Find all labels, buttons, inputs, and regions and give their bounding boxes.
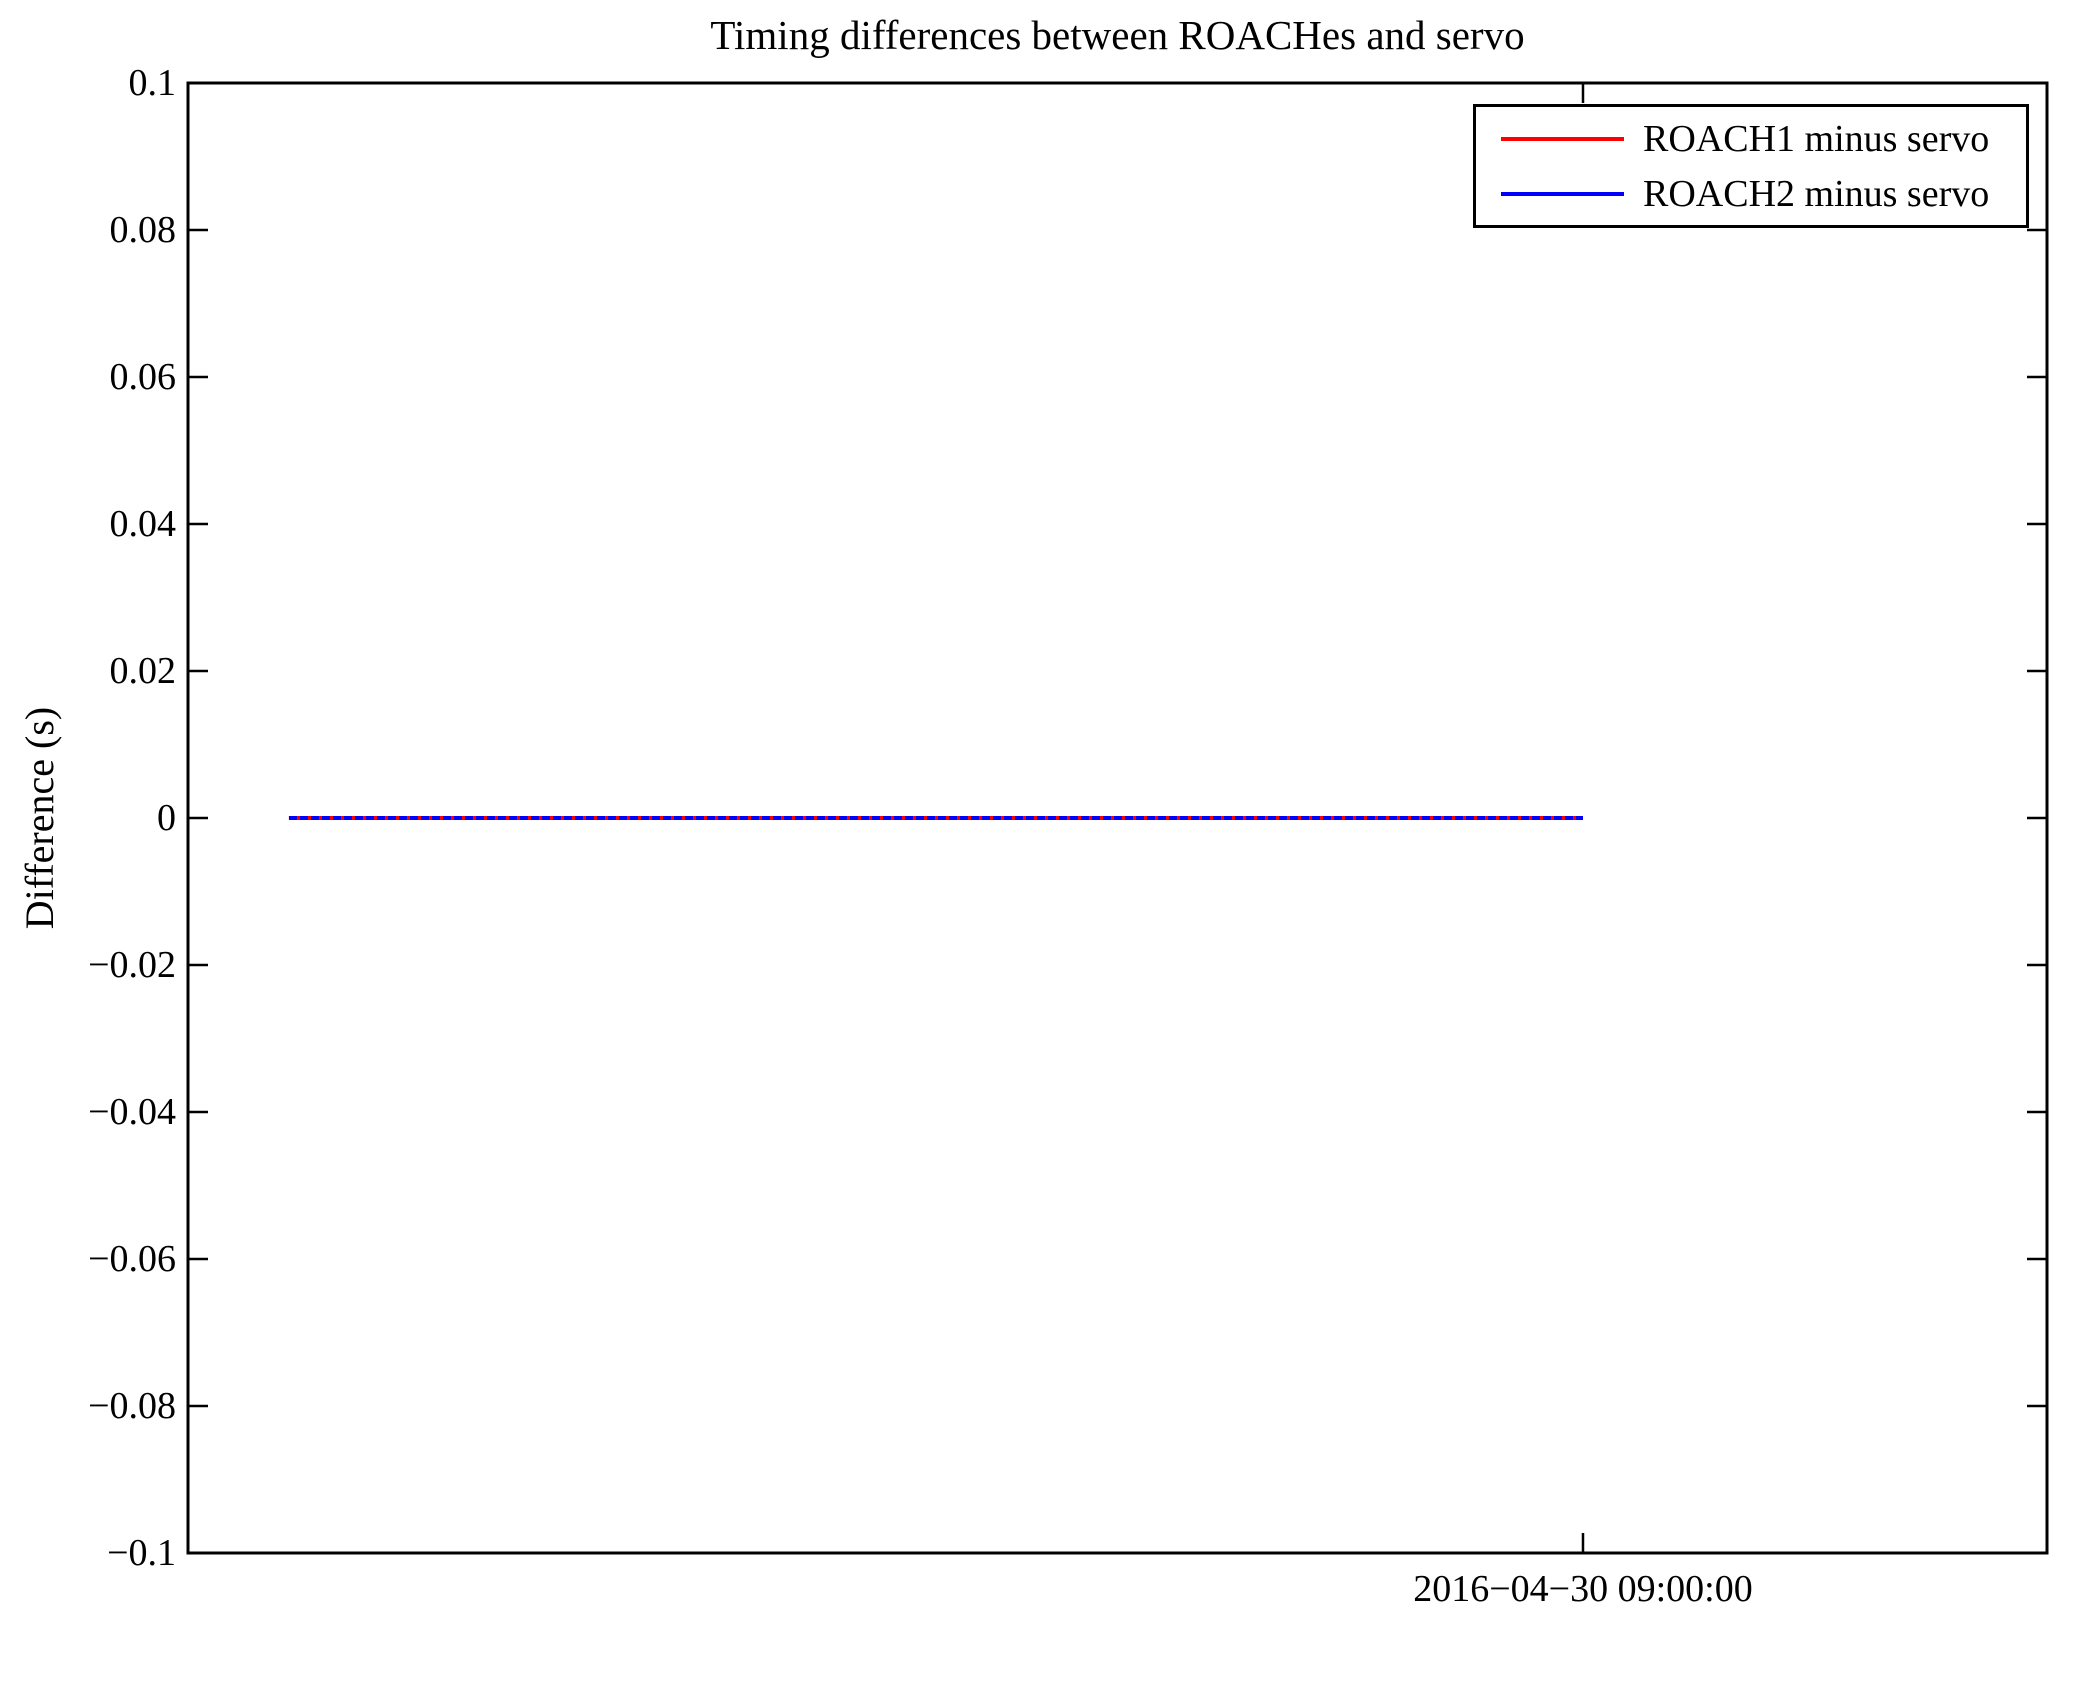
y-tick-label: −0.02 bbox=[88, 944, 176, 986]
y-tick-label: 0 bbox=[157, 797, 176, 839]
y-tick-label: 0.04 bbox=[109, 503, 177, 545]
legend-label-roach2: ROACH2 minus servo bbox=[1643, 172, 1990, 215]
y-tick-label: −0.08 bbox=[88, 1385, 176, 1427]
y-tick-label: 0.06 bbox=[109, 356, 177, 398]
legend-line-sample-roach1 bbox=[1501, 136, 1624, 141]
x-tick-label: 2016−04−30 09:00:00 bbox=[1413, 1568, 1753, 1610]
chart-title: Timing differences between ROACHes and s… bbox=[710, 12, 1525, 58]
legend-line-sample-roach2 bbox=[1501, 191, 1624, 196]
y-tick-label: 0.1 bbox=[128, 62, 177, 104]
legend-entry-roach1: ROACH1 minus servo bbox=[1476, 111, 2026, 166]
y-tick-label: −0.1 bbox=[107, 1532, 176, 1574]
legend-entry-roach2: ROACH2 minus servo bbox=[1476, 166, 2026, 221]
y-tick-labels: 0.1 0.08 0.06 0.04 0.02 0 −0.02 −0.04 −0.06 −0.08… bbox=[0, 0, 176, 1683]
y-tick-label: 0.02 bbox=[109, 650, 177, 692]
y-tick-label: 0.08 bbox=[109, 209, 177, 251]
y-tick-label: −0.06 bbox=[88, 1238, 176, 1280]
legend: ROACH1 minus servo ROACH2 minus servo bbox=[1473, 104, 2029, 228]
y-tick-label: −0.04 bbox=[88, 1091, 176, 1133]
legend-label-roach1: ROACH1 minus servo bbox=[1643, 117, 1990, 160]
